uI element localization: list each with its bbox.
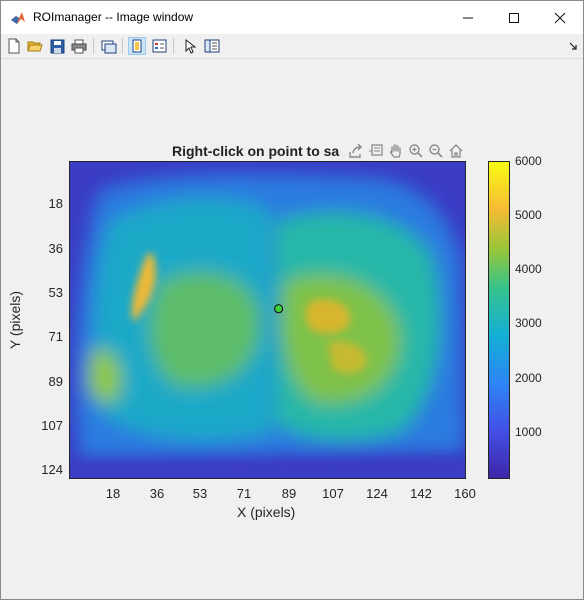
link-plot-icon bbox=[101, 40, 117, 53]
colorbar-tick-label: 2000 bbox=[515, 371, 542, 385]
colorbar-tick-label: 3000 bbox=[515, 316, 542, 330]
y-tick-label: 18 bbox=[48, 196, 63, 211]
dock-figure-button[interactable] bbox=[567, 37, 579, 55]
toolbar-separator bbox=[93, 38, 94, 54]
zoom-in-icon bbox=[409, 144, 423, 158]
maximize-icon bbox=[509, 12, 519, 23]
plot-title: Right-click on point to sa bbox=[172, 143, 340, 159]
y-tick-label: 36 bbox=[48, 241, 63, 256]
y-axis-label: Y (pixels) bbox=[7, 290, 24, 350]
property-inspector-button[interactable] bbox=[203, 37, 221, 55]
close-button[interactable] bbox=[537, 1, 583, 34]
home-button[interactable] bbox=[447, 142, 465, 160]
image-axes[interactable] bbox=[69, 161, 466, 479]
pan-button[interactable] bbox=[387, 142, 405, 160]
zoom-in-button[interactable] bbox=[407, 142, 425, 160]
data-tips-icon bbox=[369, 144, 383, 156]
colorbar-tick-label: 1000 bbox=[515, 425, 542, 439]
window-title: ROImanager -- Image window bbox=[33, 10, 194, 24]
colorbar-gradient bbox=[489, 162, 509, 478]
y-tick-label: 89 bbox=[48, 374, 63, 389]
save-button[interactable] bbox=[48, 37, 66, 55]
export-icon bbox=[349, 143, 362, 158]
print-button[interactable] bbox=[70, 37, 88, 55]
zoom-out-button[interactable] bbox=[427, 142, 445, 160]
open-file-button[interactable] bbox=[26, 37, 44, 55]
figure-toolbar bbox=[1, 34, 583, 59]
matlab-logo-icon bbox=[11, 12, 25, 24]
home-icon bbox=[449, 144, 463, 158]
x-tick-label: 36 bbox=[149, 486, 165, 501]
x-tick-label: 124 bbox=[366, 486, 388, 501]
insert-colorbar-button[interactable] bbox=[128, 37, 146, 55]
new-figure-button[interactable] bbox=[5, 37, 23, 55]
colorbar-tick-label: 4000 bbox=[515, 262, 542, 276]
export-button[interactable] bbox=[347, 142, 365, 160]
minimize-icon bbox=[463, 17, 473, 18]
colorbar[interactable] bbox=[488, 161, 510, 479]
link-plot-button[interactable] bbox=[100, 37, 118, 55]
x-axis-label: X (pixels) bbox=[237, 504, 296, 520]
roi-marker[interactable] bbox=[70, 162, 465, 478]
minimize-button[interactable] bbox=[445, 1, 491, 34]
x-tick-label: 142 bbox=[410, 486, 432, 501]
toolbar-separator bbox=[122, 38, 123, 54]
data-tips-button[interactable] bbox=[367, 142, 385, 160]
insert-legend-button[interactable] bbox=[150, 37, 168, 55]
insert-colorbar-icon bbox=[132, 39, 142, 53]
new-figure-icon bbox=[8, 38, 20, 54]
close-icon bbox=[554, 12, 566, 23]
x-tick-label: 71 bbox=[236, 486, 252, 501]
save-icon bbox=[50, 39, 64, 53]
x-tick-label: 89 bbox=[281, 486, 297, 501]
colorbar-tick-label: 6000 bbox=[515, 154, 542, 168]
dock-arrow-icon bbox=[569, 42, 577, 50]
pan-icon bbox=[389, 144, 401, 158]
colorbar-tick-label: 5000 bbox=[515, 208, 542, 222]
pointer-button[interactable] bbox=[181, 37, 199, 55]
y-tick-label: 53 bbox=[48, 285, 63, 300]
axes-toolbar bbox=[347, 142, 465, 160]
insert-legend-icon bbox=[152, 39, 166, 53]
print-icon bbox=[71, 39, 87, 53]
y-tick-label: 124 bbox=[41, 462, 63, 477]
toolbar-separator bbox=[173, 38, 174, 54]
open-file-icon bbox=[27, 41, 43, 52]
roi-point-marker[interactable] bbox=[274, 304, 284, 314]
y-tick-label: 107 bbox=[41, 418, 63, 433]
x-tick-label: 107 bbox=[322, 486, 344, 501]
maximize-button[interactable] bbox=[491, 1, 537, 34]
zoom-out-icon bbox=[429, 144, 443, 158]
property-inspector-icon bbox=[204, 39, 220, 53]
pointer-icon bbox=[185, 38, 196, 54]
x-tick-label: 18 bbox=[105, 486, 121, 501]
title-bar[interactable]: ROImanager -- Image window bbox=[1, 1, 583, 34]
x-tick-label: 160 bbox=[454, 486, 476, 501]
x-tick-label: 53 bbox=[192, 486, 208, 501]
y-tick-label: 71 bbox=[48, 329, 63, 344]
image-heatmap bbox=[70, 162, 465, 478]
